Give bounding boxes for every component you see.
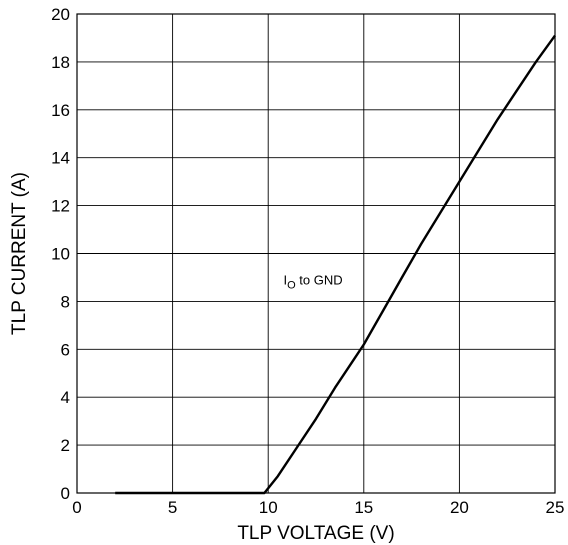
y-tick-label: 12 <box>51 197 70 216</box>
y-tick-label: 20 <box>51 5 70 24</box>
x-tick-label: 5 <box>168 498 177 517</box>
annotation-main: I <box>283 273 287 288</box>
y-tick-label: 10 <box>51 245 70 264</box>
y-tick-label: 4 <box>61 388 70 407</box>
y-tick-label: 16 <box>51 101 70 120</box>
x-tick-label: 10 <box>259 498 278 517</box>
x-axis-label: TLP VOLTAGE (V) <box>237 523 394 544</box>
annotation-io-to-gnd: IO to GND <box>283 273 342 292</box>
x-tick-label: 20 <box>450 498 469 517</box>
x-tick-label: 0 <box>72 498 81 517</box>
x-tick-label: 25 <box>546 498 565 517</box>
y-axis-label: TLP CURRENT (A) <box>9 172 30 335</box>
tick-labels: 0 5 10 15 20 25 0 2 4 6 8 10 12 14 16 18 20 <box>51 5 564 517</box>
y-tick-label: 18 <box>51 53 70 72</box>
y-tick-label: 0 <box>61 484 70 503</box>
plot-frame <box>76 13 556 494</box>
annotation-suffix: to GND <box>296 273 343 288</box>
y-tick-label: 6 <box>61 340 70 359</box>
y-tick-label: 8 <box>61 292 70 311</box>
x-tick-label: 15 <box>354 498 373 517</box>
annotation-subscript: O <box>287 280 296 292</box>
grid <box>76 13 556 494</box>
series-group <box>115 34 556 495</box>
y-tick-label: 2 <box>61 436 70 455</box>
series-line <box>115 34 556 495</box>
y-tick-label: 14 <box>51 149 70 168</box>
